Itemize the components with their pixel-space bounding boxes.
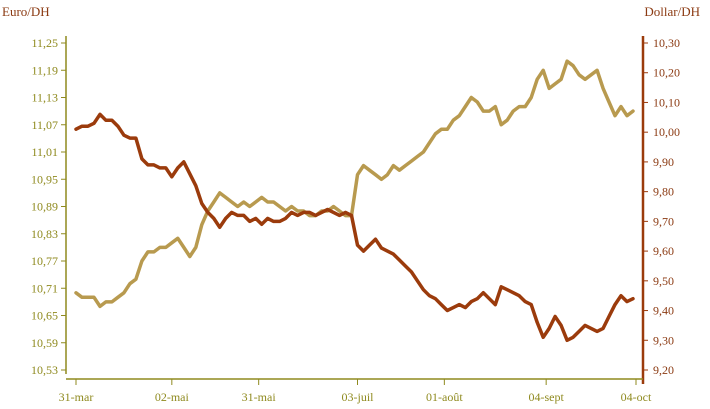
x-axis-tick-label: 01-août: [426, 390, 463, 404]
left-axis-tick-label: 11,01: [31, 145, 58, 159]
left-axis-tick-label: 11,25: [31, 36, 58, 50]
right-axis-title: Dollar/DH: [644, 4, 700, 19]
right-axis-tick-label: 10,20: [653, 66, 680, 80]
left-axis: 11,25 11,19 11,13 11,07 11,01 10,95 10,89 10,83…: [31, 36, 67, 377]
left-axis-title: Euro/DH: [2, 4, 50, 19]
right-axis-tick-label: 9,70: [653, 214, 674, 228]
right-axis-tick-label: 10,30: [653, 36, 680, 50]
left-axis-tick-label: 10,77: [31, 254, 58, 268]
dollar-dh-series-line: [74, 112, 635, 343]
left-axis-tick-label: 11,13: [31, 91, 58, 105]
right-axis-tick-label: 9,60: [653, 244, 674, 258]
series-layer: [74, 59, 635, 343]
right-axis-tick-label: 10,10: [653, 95, 680, 109]
x-axis-tick-label: 03-juil: [341, 390, 374, 404]
x-axis-tick-label: 04-oct: [621, 390, 652, 404]
right-axis-tick-label: 9,20: [653, 363, 674, 377]
x-axis: 31-mar 02-mai 31-mai 03-juil 01-août 04-sept 0…: [59, 378, 652, 404]
left-axis-tick-label: 10,65: [31, 309, 58, 323]
right-axis-tick-label: 9,90: [653, 155, 674, 169]
left-axis-tick-label: 10,83: [31, 227, 58, 241]
right-axis: 10,30 10,20 10,10 10,00 9,90 9,80 9,70 9,60 9,50…: [641, 36, 680, 384]
x-axis-tick-label: 31-mar: [59, 390, 94, 404]
right-axis-tick-label: 9,50: [653, 274, 674, 288]
x-axis-tick-label: 04-sept: [528, 390, 564, 404]
left-axis-tick-label: 11,07: [31, 118, 58, 132]
right-axis-tick-label: 9,40: [653, 304, 674, 318]
left-axis-tick-label: 10,59: [31, 336, 58, 350]
right-axis-tick-label: 10,00: [653, 125, 680, 139]
left-axis-tick-label: 11,19: [31, 63, 58, 77]
left-axis-tick-label: 10,53: [31, 363, 58, 377]
left-axis-tick-label: 10,95: [31, 172, 58, 186]
right-axis-tick-label: 9,30: [653, 333, 674, 347]
left-axis-tick-label: 10,89: [31, 200, 58, 214]
x-axis-tick-label: 02-mai: [155, 390, 190, 404]
x-axis-tick-label: 31-mai: [242, 390, 277, 404]
right-axis-tick-label: 9,80: [653, 185, 674, 199]
left-axis-tick-label: 10,71: [31, 281, 58, 295]
euro-dh-series-line: [74, 59, 635, 309]
